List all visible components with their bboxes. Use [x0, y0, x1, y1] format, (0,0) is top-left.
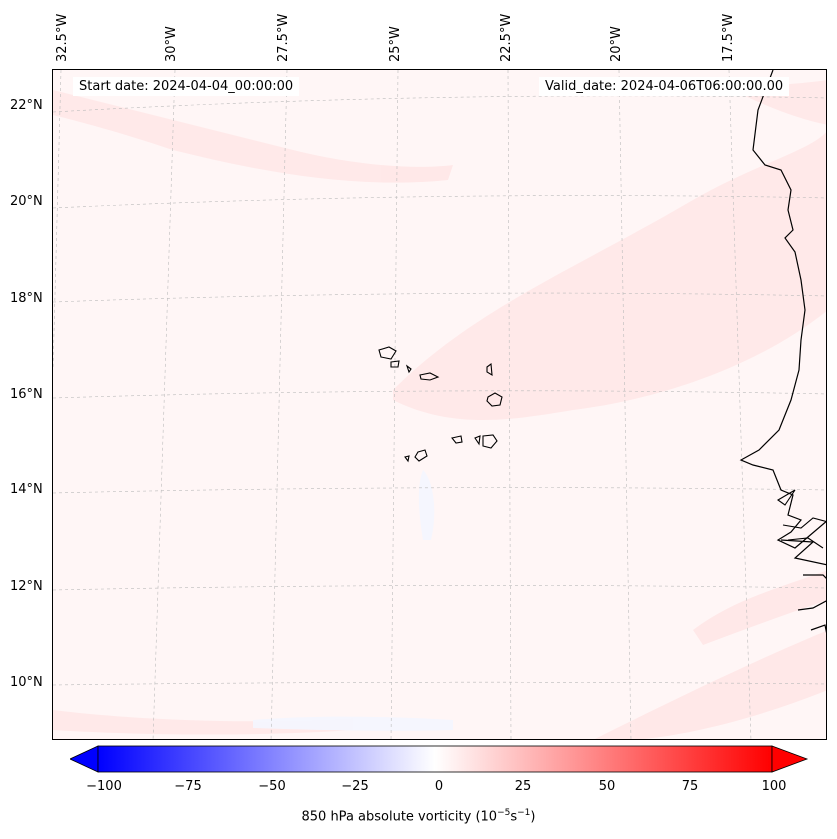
lon-label-25w: 25°W	[388, 26, 403, 62]
colorbar-tick: 25	[514, 779, 532, 794]
colorbar-tick: 50	[598, 779, 616, 794]
lon-label-20w: 20°W	[609, 26, 624, 62]
cape-verde-islands	[378, 346, 503, 463]
gridlines	[53, 70, 826, 739]
lat-label-12n: 12°N	[10, 579, 43, 594]
colorbar-tick: −50	[258, 779, 286, 794]
vorticity-shading	[53, 80, 826, 739]
lon-label-17-5w: 17.5°W	[721, 13, 736, 62]
colorbar	[70, 745, 809, 773]
lat-label-22n: 22°N	[10, 98, 43, 113]
vorticity-shading-weak-negative	[253, 470, 453, 731]
lat-label-14n: 14°N	[10, 482, 43, 497]
colorbar-tick: 0	[434, 779, 444, 794]
map-panel[interactable]	[52, 69, 827, 740]
valid-date-label: Valid_date: 2024-04-06T06:00:00.00	[539, 77, 790, 96]
colorbar-max-extend	[771, 745, 809, 773]
lat-label-16n: 16°N	[10, 387, 43, 402]
start-date-label: Start date: 2024-04-04_00:00:00	[73, 77, 300, 96]
colorbar-tick: −100	[86, 779, 122, 794]
colorbar-ramp	[97, 745, 773, 773]
colorbar-tick: 100	[761, 779, 787, 794]
lon-label-30w: 30°W	[164, 26, 179, 62]
lat-label-18n: 18°N	[10, 291, 43, 306]
africa-coastline	[739, 70, 826, 634]
colorbar-label: 850 hPa absolute vorticity (10−5s−1)	[301, 808, 536, 825]
colorbar-min-extend	[70, 745, 99, 773]
senegal-gambia-coast	[776, 489, 826, 549]
vorticity-map[interactable]	[53, 70, 827, 740]
lon-label-32-5w: 32.5°W	[55, 13, 70, 62]
lat-label-10n: 10°N	[10, 675, 43, 690]
lon-label-22-5w: 22.5°W	[499, 13, 514, 62]
colorbar-tick: −75	[174, 779, 202, 794]
colorbar-tick: 75	[681, 779, 699, 794]
colorbar-tick: −25	[341, 779, 369, 794]
lat-label-20n: 20°N	[10, 194, 43, 209]
lon-label-27-5w: 27.5°W	[276, 13, 291, 62]
